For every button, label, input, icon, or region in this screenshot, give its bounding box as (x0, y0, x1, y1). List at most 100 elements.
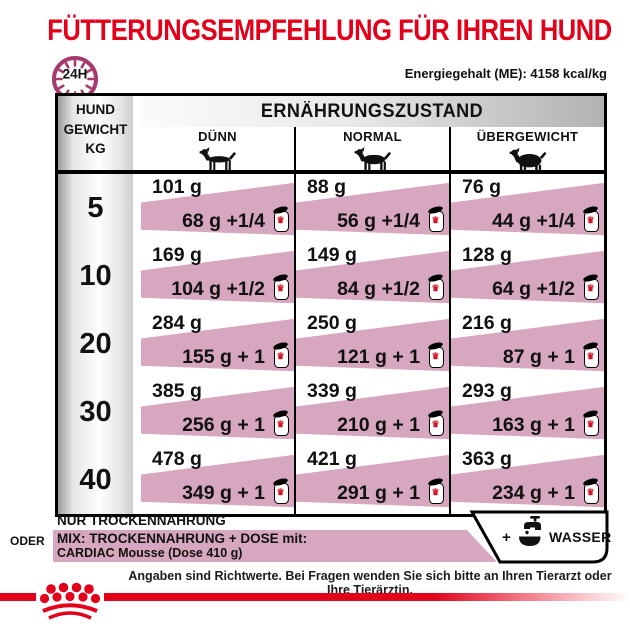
table-cell: 363 g 234 g + 1 (451, 446, 604, 514)
dry-amount: 421 g (307, 448, 357, 470)
table-cell: 385 g 256 g + 1 (141, 378, 294, 446)
mix-amount-row: 256 g + 1 (155, 413, 289, 437)
water-label: WASSER (549, 529, 612, 545)
mix-amount: 64 g +1/2 (492, 277, 575, 300)
mix-amount-row: 163 g + 1 (465, 413, 599, 437)
overweight-dog-icon (508, 147, 547, 172)
weight-value: 40 (79, 464, 112, 496)
dry-amount: 169 g (152, 244, 202, 266)
mix-amount-row: 84 g +1/2 (310, 277, 444, 301)
mix-amount-row: 349 g + 1 (155, 481, 289, 505)
water-tap-icon (519, 516, 541, 546)
24h-clock-icon: 24H (52, 56, 98, 102)
dry-amount: 88 g (307, 176, 347, 198)
mix-amount: 104 g +1/2 (171, 277, 265, 300)
dry-amount: 284 g (152, 312, 202, 334)
table-cell: 421 g 291 g + 1 (296, 446, 449, 514)
table-cell: 478 g 349 g + 1 (141, 446, 294, 514)
weight-column-header: HUND GEWICHT KG (63, 102, 128, 157)
column-divider (294, 127, 296, 514)
food-can-icon (584, 414, 599, 436)
mix-amount-row: 291 g + 1 (310, 481, 444, 505)
food-can-icon (274, 414, 289, 436)
table-cell: 216 g 87 g + 1 (451, 310, 604, 378)
food-can-icon (584, 278, 599, 300)
mix-amount: 234 g + 1 (492, 481, 575, 504)
mix-amount-row: 68 g +1/4 (155, 209, 289, 233)
mix-amount-row: 64 g +1/2 (465, 277, 599, 301)
mix-amount-row: 56 g +1/4 (310, 209, 444, 233)
food-can-icon (429, 278, 444, 300)
column-header-normal: NORMAL (296, 129, 449, 172)
mix-amount-row: 121 g + 1 (310, 345, 444, 369)
table-cell: 293 g 163 g + 1 (451, 378, 604, 446)
thin-dog-icon (198, 147, 236, 171)
weight-value: 5 (87, 192, 104, 224)
mix-amount: 84 g +1/2 (337, 277, 420, 300)
table-cell: 250 g 121 g + 1 (296, 310, 449, 378)
legend-dry-only: NUR TROCKENNAHRUNG (57, 513, 226, 528)
table-cell: 101 g 68 g +1/4 (141, 174, 294, 242)
food-can-icon (429, 482, 444, 504)
dry-amount: 363 g (462, 448, 512, 470)
weight-column-background (58, 96, 133, 514)
mix-amount: 163 g + 1 (492, 413, 575, 436)
page-title: FÜTTERUNGSEMPFEHLUNG FÜR IHREN HUND (47, 14, 612, 47)
weight-value: 10 (79, 260, 112, 292)
logo-rule-right (104, 593, 630, 601)
mix-amount: 256 g + 1 (182, 413, 265, 436)
legend-mix-line: MIX: TROCKENNAHRUNG + DOSE mit: (57, 531, 308, 546)
mix-amount: 155 g + 1 (182, 345, 265, 368)
legend-mix-product: CARDIAC Mousse (Dose 410 g) (57, 546, 243, 560)
dry-amount: 128 g (462, 244, 512, 266)
water-plus-sign: + (502, 529, 511, 546)
food-can-icon (274, 346, 289, 368)
mix-amount-row: 87 g + 1 (465, 345, 599, 369)
mix-amount: 210 g + 1 (337, 413, 420, 436)
table-cell: 128 g 64 g +1/2 (451, 242, 604, 310)
mix-amount: 349 g + 1 (182, 481, 265, 504)
header-divider (58, 170, 604, 174)
mix-amount: 44 g +1/4 (492, 209, 575, 232)
dry-amount: 293 g (462, 380, 512, 402)
table-cell: 284 g 155 g + 1 (141, 310, 294, 378)
food-can-icon (274, 278, 289, 300)
dry-amount: 478 g (152, 448, 202, 470)
clock-label: 24H (63, 67, 88, 82)
legend-mix-band (53, 530, 497, 562)
food-can-icon (274, 210, 289, 232)
dry-amount: 101 g (152, 176, 202, 198)
table-cell: 76 g 44 g +1/4 (451, 174, 604, 242)
column-header-overweight: ÜBERGEWICHT (451, 129, 604, 172)
mix-amount-row: 155 g + 1 (155, 345, 289, 369)
legend-oder-label: ODER (10, 534, 45, 548)
column-header-thin: DÜNN (141, 129, 294, 172)
feeding-table: HUND GEWICHT KG ERNÄHRUNGSZUSTAND DÜNN (55, 93, 607, 517)
weight-value: 20 (79, 328, 112, 360)
normal-dog-icon (353, 147, 391, 171)
weight-value: 30 (79, 396, 112, 428)
food-can-icon (584, 346, 599, 368)
energy-content-note: Energiegehalt (ME): 4158 kcal/kg (404, 66, 607, 81)
mix-amount: 68 g +1/4 (182, 209, 265, 232)
dry-amount: 250 g (307, 312, 357, 334)
dry-amount: 76 g (462, 176, 502, 198)
food-can-icon (274, 482, 289, 504)
mix-amount-row: 210 g + 1 (310, 413, 444, 437)
mix-amount: 121 g + 1 (337, 345, 420, 368)
table-cell: 339 g 210 g + 1 (296, 378, 449, 446)
main-header: ERNÄHRUNGSZUSTAND (141, 96, 604, 127)
table-cell: 88 g 56 g +1/4 (296, 174, 449, 242)
food-can-icon (584, 210, 599, 232)
table-cell: 149 g 84 g +1/2 (296, 242, 449, 310)
dry-amount: 339 g (307, 380, 357, 402)
mix-amount-row: 104 g +1/2 (155, 277, 289, 301)
food-can-icon (584, 482, 599, 504)
dry-amount: 216 g (462, 312, 512, 334)
dry-amount: 385 g (152, 380, 202, 402)
mix-amount: 87 g + 1 (502, 345, 575, 368)
table-cell: 169 g 104 g +1/2 (141, 242, 294, 310)
column-divider (449, 127, 451, 514)
dry-amount: 149 g (307, 244, 357, 266)
